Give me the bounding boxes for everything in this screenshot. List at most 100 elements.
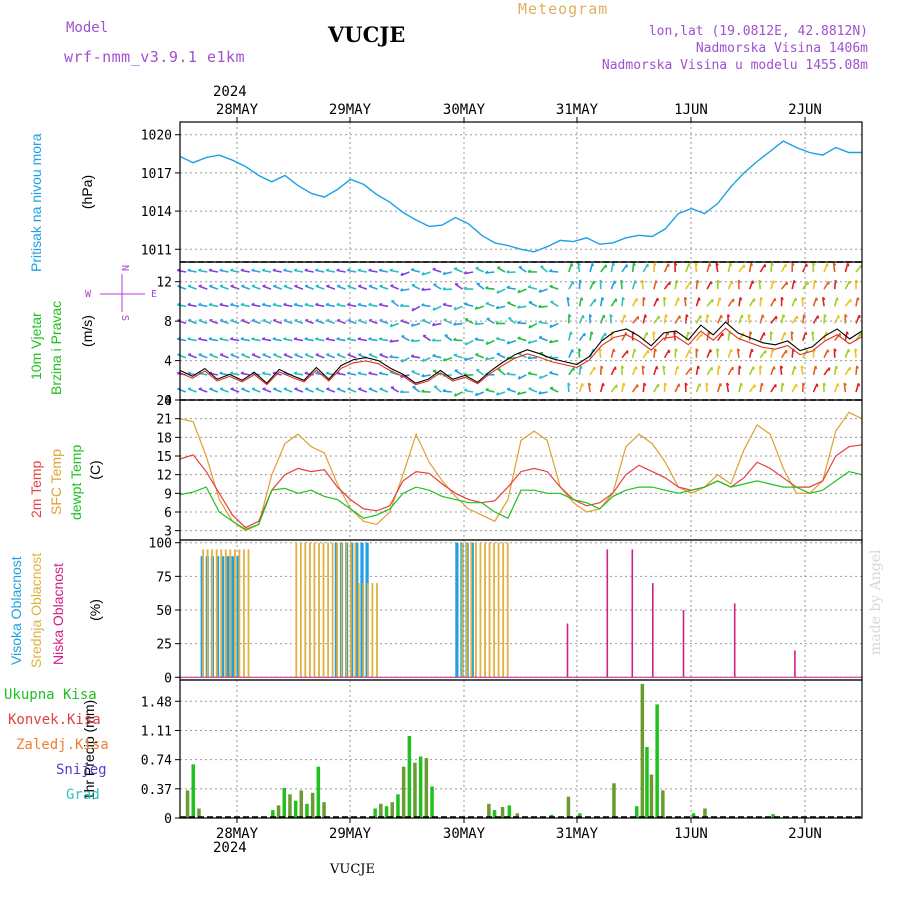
wind-arrow-head <box>219 318 224 322</box>
wind-arrow <box>219 353 229 359</box>
wind-arrow-head <box>475 353 479 356</box>
wind-arrow <box>230 285 240 290</box>
wind-arrow-head <box>325 371 330 375</box>
wind-arrow <box>368 388 378 393</box>
wind-arrow-head <box>198 337 202 340</box>
wind-arrow <box>506 286 516 290</box>
wind-arrow-head <box>549 284 553 288</box>
cloud-high-bar <box>236 556 240 678</box>
precip-bar <box>373 808 377 818</box>
wind-arrow <box>390 284 400 290</box>
wind-arrow <box>749 384 756 393</box>
wind-arrow-head <box>652 331 656 335</box>
wind-arrow <box>187 303 197 308</box>
wind-arrow <box>662 365 666 375</box>
wind-arrow-head <box>432 307 436 311</box>
wind-arrow-head <box>399 288 404 292</box>
wind-arrow-head <box>622 296 625 301</box>
wind-arrow-head <box>325 337 330 340</box>
wind-arrow-head <box>569 331 573 335</box>
wind-arrow <box>347 338 357 342</box>
wind-y-tick-label: 8 <box>164 315 172 330</box>
wind-arrow-head <box>644 314 648 318</box>
wind-arrow <box>379 285 389 290</box>
wind-arrow <box>368 372 378 376</box>
wind-arrow-head <box>187 371 191 375</box>
wind-arrow <box>379 388 389 393</box>
wind-arrow <box>475 391 485 397</box>
wind-arrow <box>379 269 389 273</box>
wind-arrow-head <box>389 268 393 272</box>
wind-arrow <box>507 302 516 308</box>
wind-arrow-head <box>496 290 500 294</box>
wind-arrow <box>738 314 743 324</box>
wind-arrow <box>550 301 559 307</box>
wind-arrow-head <box>294 318 298 322</box>
wind-arrow-head <box>464 341 468 346</box>
wind-arrow-head <box>208 337 213 340</box>
wind-arrow <box>358 388 368 393</box>
wind-arrow-head <box>198 284 202 287</box>
wind-arrow <box>453 339 463 342</box>
wind-arrow-head <box>506 285 510 289</box>
wind-arrow-head <box>528 324 532 329</box>
cloud-label-high: Visoka Oblacnost <box>8 556 24 665</box>
wind-arrow <box>187 319 197 325</box>
wind-arrow <box>621 264 628 273</box>
wind-arrow <box>549 387 559 393</box>
wind-arrow-head <box>781 382 785 386</box>
wind-arrow <box>599 383 604 393</box>
wind-arrow-head <box>822 382 827 386</box>
wind-arrow <box>610 348 615 358</box>
cloud-mid-bar <box>229 549 232 678</box>
wind-arrow-head <box>527 269 531 273</box>
temp-y-tick-label: 12 <box>156 469 172 484</box>
wind-arrow <box>790 331 793 341</box>
pressure-line <box>179 140 862 253</box>
wind-arrow-head <box>240 302 245 306</box>
wind-arrow <box>442 303 453 308</box>
wind-arrow-head <box>593 280 596 285</box>
precip-bar <box>322 802 326 818</box>
pressure-y-tick-label: 1020 <box>141 129 172 144</box>
wind-arrow-head <box>188 353 192 356</box>
wind-arrow-head <box>729 262 733 267</box>
wind-arrow-head <box>833 348 837 352</box>
precip-bar <box>612 783 616 818</box>
wind-arrow <box>695 280 699 290</box>
precip-bar <box>276 805 281 818</box>
wind-arrow-head <box>643 382 647 387</box>
wind-arrow-head <box>241 353 245 356</box>
wind-arrow <box>283 388 293 393</box>
wind-arrow-head <box>823 314 827 318</box>
wind-arrow-head <box>198 268 202 272</box>
precip-bar <box>191 764 195 818</box>
wind-arrow-head <box>379 387 383 390</box>
wind-arrow <box>663 281 671 290</box>
wind-arrow <box>759 263 766 273</box>
wind-arrow <box>283 285 293 290</box>
wind-arrow <box>432 354 442 359</box>
wind-arrow <box>759 314 764 324</box>
wind-arrow <box>528 387 538 393</box>
wind-arrow <box>568 366 575 376</box>
wind-arrow-head <box>463 286 468 290</box>
wind-arrow <box>411 284 421 290</box>
precip-bar <box>390 802 394 818</box>
wind-arrow-head <box>566 296 570 301</box>
wind-arrow-head <box>432 267 436 270</box>
meteogram-panels: 28MAY 28MAY 29MAY 29MAY 30MAY 30MAY 31MAY 31MAY… <box>79 102 863 842</box>
precip-y-tick-label: 0.37 <box>141 783 172 798</box>
wind-arrow-head <box>326 284 330 287</box>
wind-arrow <box>187 338 197 342</box>
precip-bar <box>407 736 412 818</box>
wind-arrow <box>293 269 304 273</box>
wind-arrow-head <box>293 268 298 272</box>
wind-arrow <box>517 337 527 342</box>
wind-arrow <box>421 304 431 308</box>
wind-arrow-head <box>187 284 192 287</box>
wind-arrow <box>411 269 421 273</box>
wind-arrow-head <box>219 353 224 356</box>
wind-arrow <box>262 372 272 376</box>
wind-arrow <box>187 269 197 273</box>
